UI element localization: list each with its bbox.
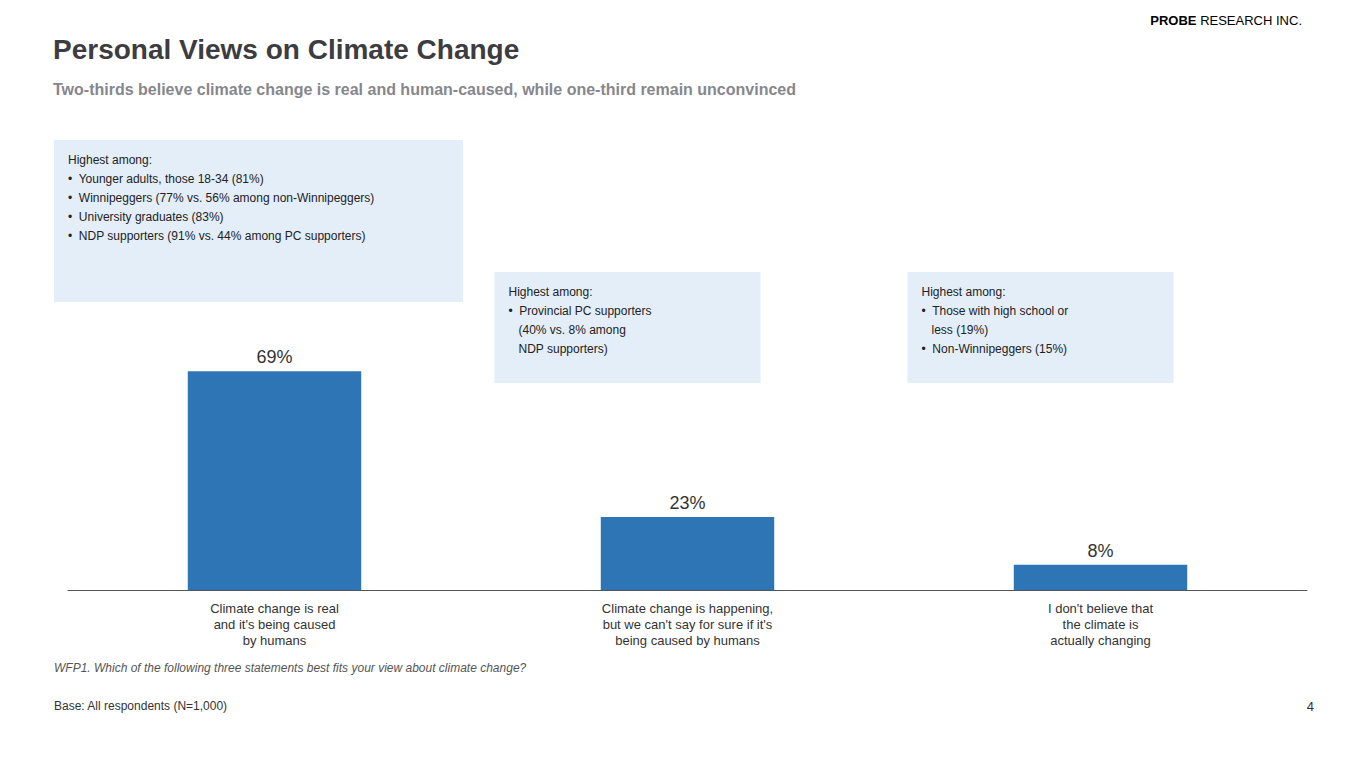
svg-text:8%: 8% xyxy=(1087,541,1113,561)
svg-text:• Non-Winnipeggers (15%): • Non-Winnipeggers (15%) xyxy=(922,342,1068,356)
svg-text:the climate is: the climate is xyxy=(1063,617,1139,632)
svg-text:Personal Views on Climate Chan: Personal Views on Climate Change xyxy=(53,34,519,65)
svg-text:• Younger adults, those 18-34: • Younger adults, those 18-34 (81%) xyxy=(68,172,264,186)
svg-text:RESEARCH INC.: RESEARCH INC. xyxy=(1197,13,1302,28)
svg-text:I don't believe that: I don't believe that xyxy=(1048,601,1153,616)
svg-text:being caused by humans: being caused by humans xyxy=(615,633,760,648)
svg-text:Two-thirds believe climate cha: Two-thirds believe climate change is rea… xyxy=(53,81,796,98)
svg-text:Climate change is real: Climate change is real xyxy=(210,601,339,616)
svg-text:4: 4 xyxy=(1307,699,1314,714)
svg-text:by humans: by humans xyxy=(243,633,307,648)
svg-text:NDP supporters): NDP supporters) xyxy=(509,342,608,356)
svg-text:• Winnipeggers (77% vs. 56% a: • Winnipeggers (77% vs. 56% among non-Wi… xyxy=(68,191,374,205)
svg-text:• Provincial PC supporters: • Provincial PC supporters xyxy=(509,304,652,318)
svg-text:actually changing: actually changing xyxy=(1050,633,1150,648)
svg-text:PROBE: PROBE xyxy=(1150,13,1197,28)
svg-text:and it's being caused: and it's being caused xyxy=(214,617,336,632)
svg-text:Highest among:: Highest among: xyxy=(68,153,152,167)
svg-text:Highest among:: Highest among: xyxy=(509,285,593,299)
svg-text:WFP1. Which of the following t: WFP1. Which of the following three state… xyxy=(54,661,527,675)
svg-text:but we can't say for sure if i: but we can't say for sure if it's xyxy=(603,617,773,632)
svg-text:69%: 69% xyxy=(256,347,292,367)
svg-text:(40% vs. 8% among: (40% vs. 8% among xyxy=(509,323,626,337)
svg-text:Climate change is happening,: Climate change is happening, xyxy=(602,601,773,616)
svg-text:Highest among:: Highest among: xyxy=(922,285,1006,299)
svg-text:23%: 23% xyxy=(669,493,705,513)
svg-text:less (19%): less (19%) xyxy=(922,323,989,337)
svg-text:• University graduates (83%): • University graduates (83%) xyxy=(68,210,224,224)
svg-text:Base: All respondents (N=1,000: Base: All respondents (N=1,000) xyxy=(54,699,227,713)
svg-text:• NDP supporters (91% vs. 44%: • NDP supporters (91% vs. 44% among PC s… xyxy=(68,229,365,243)
svg-text:• Those with high school or: • Those with high school or xyxy=(922,304,1069,318)
